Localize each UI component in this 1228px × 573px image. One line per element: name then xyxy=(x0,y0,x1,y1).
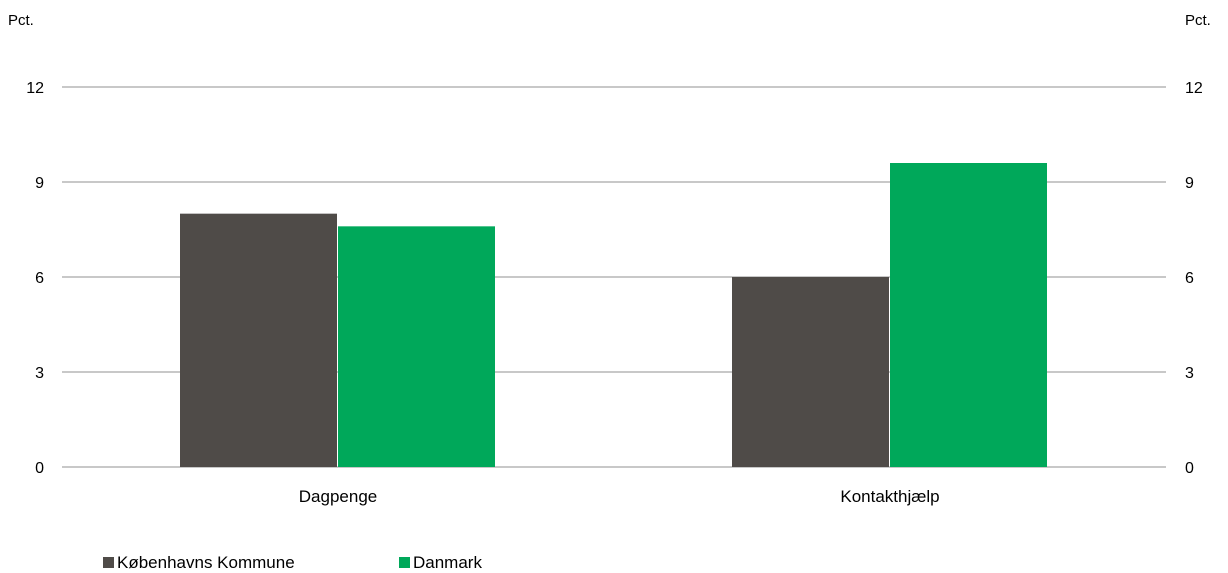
y-tick-label: 9 xyxy=(35,175,44,192)
x-category-label: Kontakthjælp xyxy=(840,487,939,506)
legend-label: Danmark xyxy=(413,553,482,572)
bar xyxy=(890,163,1047,467)
right-axis-unit: Pct. xyxy=(1185,12,1211,29)
y-tick-label: 0 xyxy=(35,460,44,477)
legend-item-kobenhavns-kommune: Københavns Kommune xyxy=(103,553,295,573)
y-tick-label: 6 xyxy=(1185,270,1194,287)
y-tick-label: 0 xyxy=(1185,460,1194,477)
category-labels: Dagpenge Kontakthjælp xyxy=(299,487,940,506)
legend-item-danmark: Danmark xyxy=(399,553,482,573)
bar xyxy=(180,213,337,467)
y-tick-label: 3 xyxy=(1185,365,1194,382)
legend-swatch xyxy=(103,557,114,568)
y-tick-label: 6 xyxy=(35,270,44,287)
x-category-label: Dagpenge xyxy=(299,487,377,506)
left-axis-ticks: 0 3 6 9 12 xyxy=(26,80,44,477)
bar xyxy=(732,277,889,467)
right-axis-ticks: 0 3 6 9 12 xyxy=(1185,80,1203,477)
bar xyxy=(338,226,495,467)
legend-swatch xyxy=(399,557,410,568)
y-tick-label: 3 xyxy=(35,365,44,382)
y-tick-label: 12 xyxy=(26,80,44,97)
y-tick-label: 12 xyxy=(1185,80,1203,97)
legend-label: Københavns Kommune xyxy=(117,553,295,572)
y-tick-label: 9 xyxy=(1185,175,1194,192)
bars xyxy=(180,163,1047,467)
left-axis-unit: Pct. xyxy=(8,12,34,29)
